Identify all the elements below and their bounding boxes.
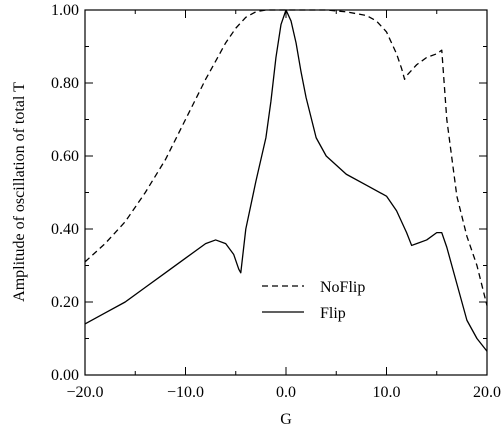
y-axis-label: Amplitude of oscillation of total T <box>11 82 28 302</box>
x-tick-label: −10.0 <box>167 384 204 401</box>
series-line-flip <box>84 9 488 352</box>
axis-ticks: −20.0 −10.0 0.0 10.0 20.0 0.00 0.20 0.40 0.60 0.8… <box>51 2 501 401</box>
legend: NoFlip Flip <box>262 279 365 322</box>
y-tick-label: 0.00 <box>51 367 79 384</box>
legend-label-flip: Flip <box>320 305 346 322</box>
x-tick-label: 20.0 <box>473 384 501 401</box>
series-layer <box>84 9 488 352</box>
y-tick-label: 0.80 <box>51 75 79 92</box>
legend-label-noflip: NoFlip <box>320 279 365 296</box>
y-tick-label: 0.60 <box>51 148 79 165</box>
series-line-noflip <box>84 9 488 306</box>
x-tick-label: −20.0 <box>66 384 103 401</box>
x-tick-label: 10.0 <box>373 384 401 401</box>
x-axis-label: G <box>280 411 292 428</box>
x-tick-label: 0.0 <box>276 384 296 401</box>
y-tick-label: 0.20 <box>51 294 79 311</box>
y-tick-label: 0.40 <box>51 221 79 238</box>
y-tick-label: 1.00 <box>51 2 79 19</box>
